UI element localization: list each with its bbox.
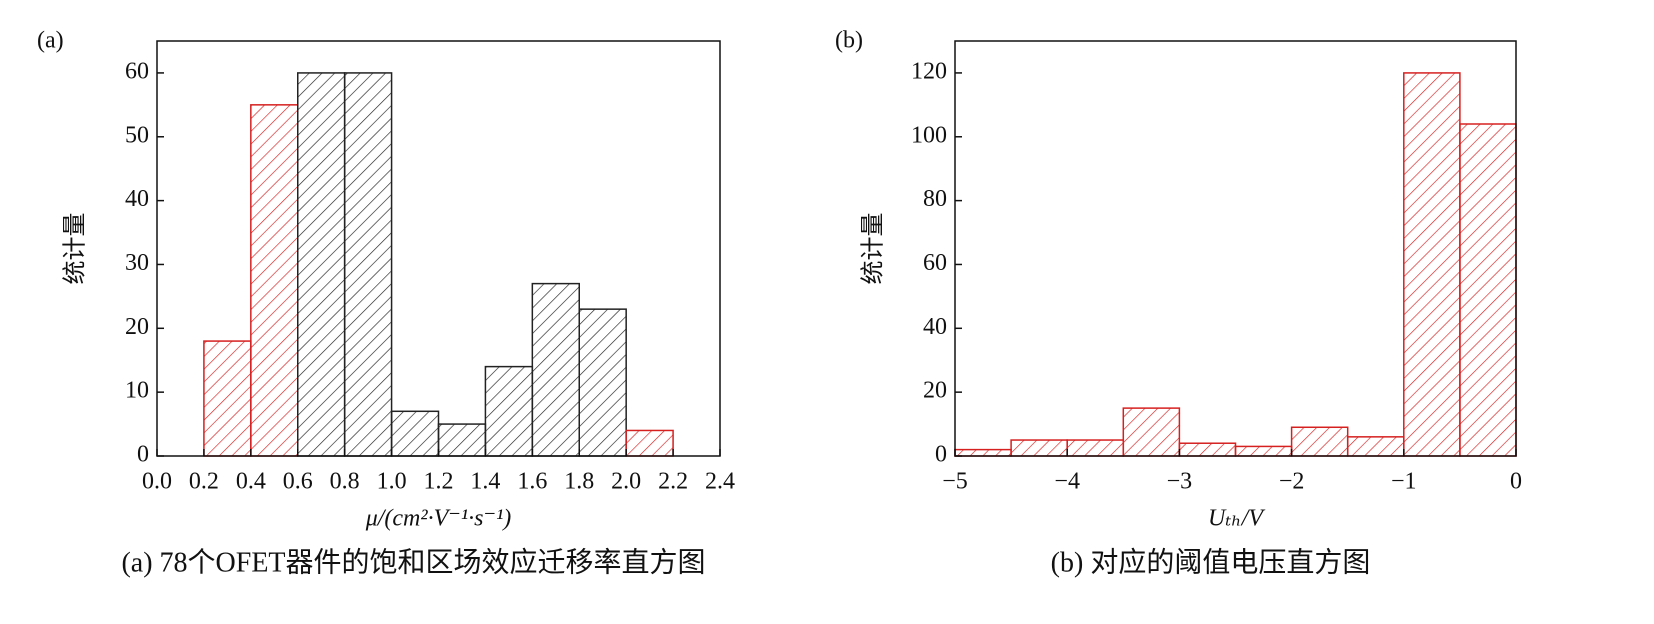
x-tick-label: 0.8 xyxy=(330,469,360,495)
y-tick-label: 60 xyxy=(125,58,149,84)
y-axis-label: 统计量 xyxy=(860,213,887,285)
bar xyxy=(1122,407,1181,457)
bar xyxy=(343,72,393,457)
y-tick-label: 0 xyxy=(935,442,947,468)
bar xyxy=(484,365,534,457)
x-tick-label: 1.8 xyxy=(564,469,594,495)
y-axis-label: 统计量 xyxy=(62,213,89,285)
bar xyxy=(1403,72,1461,457)
y-tick-label: 120 xyxy=(911,58,947,84)
x-axis-label: μ/(cm²·V⁻¹·s⁻¹) xyxy=(365,506,512,532)
x-tick-label: 0.4 xyxy=(236,469,266,495)
y-tick-label: 40 xyxy=(923,314,947,340)
x-tick-label: 0.2 xyxy=(189,469,219,495)
caption: (b) 对应的阈值电压直方图 xyxy=(1051,546,1371,578)
x-tick-label: 0.0 xyxy=(142,469,172,495)
bar xyxy=(1346,436,1405,457)
bar xyxy=(1290,426,1349,457)
y-tick-label: 40 xyxy=(125,186,149,212)
x-tick-label: 1.0 xyxy=(377,469,407,495)
y-tick-label: 50 xyxy=(125,122,149,148)
bar xyxy=(1459,123,1517,457)
bar xyxy=(625,429,674,457)
caption: (a) 78个OFET器件的饱和区场效应迁移率直方图 xyxy=(121,546,705,578)
x-tick-label: 2.0 xyxy=(611,469,641,495)
y-tick-label: 10 xyxy=(125,378,149,404)
x-tick-label: −2 xyxy=(1279,469,1305,495)
panel-label: (a) xyxy=(37,28,64,54)
bar xyxy=(437,423,487,457)
y-tick-label: 80 xyxy=(923,186,947,212)
bar xyxy=(578,308,627,457)
y-tick-label: 30 xyxy=(125,250,149,276)
bar xyxy=(531,282,580,457)
x-tick-label: −1 xyxy=(1391,469,1417,495)
bar xyxy=(250,104,299,457)
x-tick-label: −4 xyxy=(1054,469,1080,495)
y-tick-label: 0 xyxy=(137,442,149,468)
y-tick-label: 100 xyxy=(911,122,947,148)
x-tick-label: 1.4 xyxy=(470,469,500,495)
x-tick-label: −5 xyxy=(942,469,968,495)
bar xyxy=(1066,439,1125,457)
x-tick-label: 2.2 xyxy=(658,469,688,495)
bar xyxy=(1010,439,1068,457)
panel-label: (b) xyxy=(835,28,863,54)
y-tick-label: 20 xyxy=(923,378,947,404)
x-tick-label: 1.2 xyxy=(424,469,454,495)
plot-frame xyxy=(954,40,1517,457)
bar xyxy=(1178,442,1237,457)
x-tick-label: 0.6 xyxy=(283,469,313,495)
bar xyxy=(390,410,440,457)
bar xyxy=(297,72,346,457)
bar xyxy=(1234,445,1293,457)
y-tick-label: 20 xyxy=(125,314,149,340)
bar xyxy=(203,340,252,457)
x-tick-label: 1.6 xyxy=(517,469,547,495)
bar xyxy=(954,448,1012,457)
x-tick-label: 0 xyxy=(1510,469,1522,495)
x-tick-label: 2.4 xyxy=(705,469,735,495)
y-tick-label: 60 xyxy=(923,250,947,276)
x-axis-label: Uₜₕ/V xyxy=(1208,506,1265,532)
x-tick-label: −3 xyxy=(1167,469,1193,495)
